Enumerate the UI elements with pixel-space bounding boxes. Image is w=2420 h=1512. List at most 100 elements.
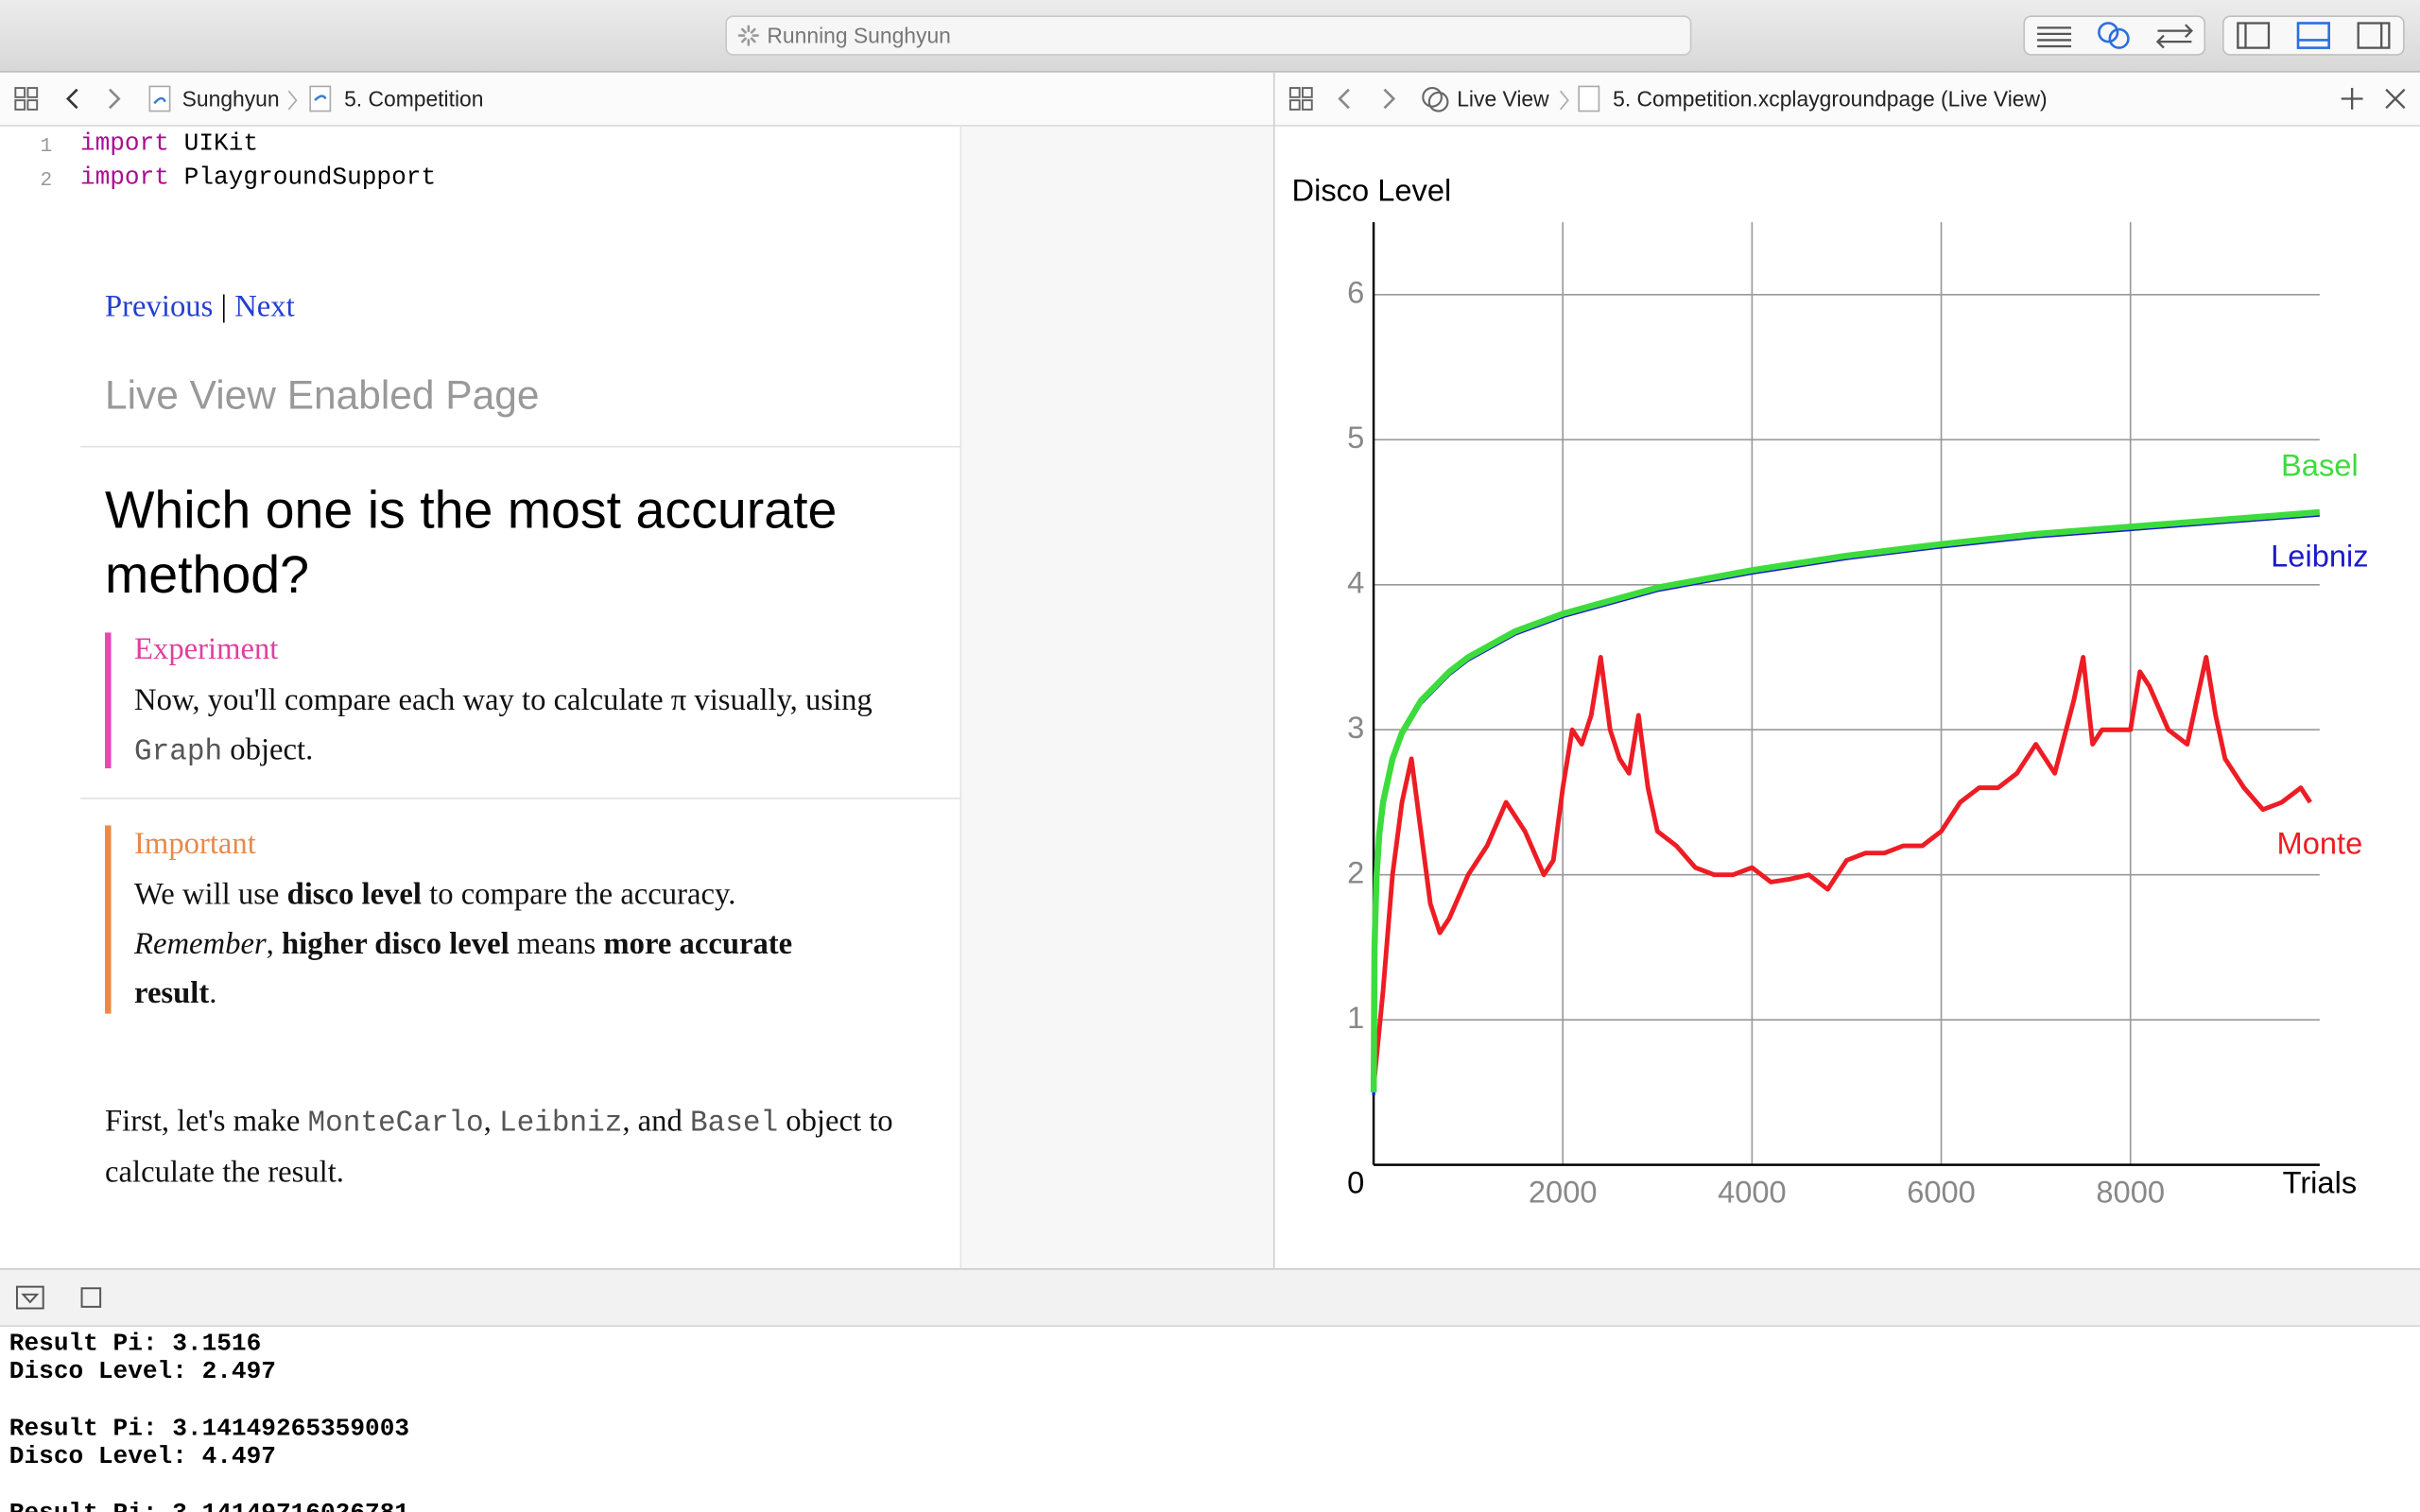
page-icon (309, 85, 332, 112)
output-line: Disco Level: 4.497 (9, 1442, 276, 1470)
jump-bar: Sunghyun 5. Competition Live View 5. Com… (0, 72, 2420, 127)
series-line (1370, 508, 2321, 1092)
breadcrumb-chevron (287, 90, 298, 111)
series-label: Basel (2281, 447, 2359, 482)
paragraph: First, let's make MonteCarlo, Leibniz, a… (105, 1097, 946, 1197)
text-run: disco level (286, 877, 422, 912)
page-nav: Previous | Next (105, 290, 295, 326)
series-label: Monte (2277, 825, 2363, 860)
text-run: MonteCarlo (307, 1106, 484, 1141)
breadcrumb-item[interactable]: Live View (1457, 86, 1549, 112)
output-line: Result Pi: 3.1516 (9, 1330, 262, 1358)
output-line: Result Pi: 3.14149716026781 (9, 1500, 2417, 1512)
live-view-icon (1422, 86, 1449, 112)
text-run: object. (222, 732, 314, 767)
keyword: import (79, 163, 169, 192)
swift-file-icon (148, 85, 171, 112)
next-link[interactable]: Next (234, 289, 295, 324)
output-line: Disco Level: 2.497 (9, 1357, 276, 1386)
text-run: means (509, 927, 604, 962)
text-run: Basel (690, 1106, 779, 1141)
x-tick-label: 8000 (2096, 1174, 2165, 1209)
chart: 0 1 2 3 4 5 6 2000 4000 6000 8000 Disco Level Trials… (1292, 173, 2369, 1210)
y-tick-label: 1 (1347, 1000, 1364, 1035)
text-run: Remember (134, 927, 267, 962)
series-line (1372, 513, 2321, 1095)
text-run: higher disco level (282, 927, 510, 962)
breadcrumb-item[interactable]: Sunghyun (182, 86, 280, 112)
heading: Which one is the most accurate method? (105, 481, 838, 605)
output-group: Result Pi: 3.14149716026781 (9, 1500, 2417, 1512)
text-run: Graph (134, 734, 223, 769)
breadcrumb-item[interactable]: 5. Competition (344, 86, 484, 112)
callout-label: Experiment (134, 632, 279, 667)
text-run: We will use (134, 877, 287, 912)
live-view: 0 1 2 3 4 5 6 2000 4000 6000 8000 Disco Level Trials… (1274, 126, 2420, 1269)
breadcrumb-item[interactable]: 5. Competition.xcplaygroundpage (Live Vi… (1613, 86, 2048, 112)
rule (79, 798, 960, 799)
nav-icons (1288, 87, 1396, 111)
text-run: object to calculate the result. (105, 1104, 893, 1190)
previous-link[interactable]: Previous (105, 289, 214, 324)
code-lines: 1 import UIKit 2 import PlaygroundSupport (0, 129, 960, 198)
rule (79, 445, 960, 448)
editor-mode-buttons[interactable] (2023, 15, 2206, 56)
pane-controls[interactable] (2340, 86, 2408, 111)
breadcrumb-chevron (1559, 90, 1569, 111)
callout-text: We will use disco level to compare the a… (134, 870, 875, 1019)
debug-bar (0, 1268, 2420, 1328)
line-number: 1 (40, 134, 53, 158)
text-run: . (209, 976, 217, 1011)
callout-bar (105, 632, 112, 769)
text-run: to compare the accuracy. (421, 877, 736, 912)
nav-icons (14, 87, 121, 111)
pane-divider (1272, 72, 1275, 1269)
panel-buttons[interactable] (2222, 15, 2405, 56)
text-run: First, let's make (105, 1104, 308, 1139)
console-output: Result Pi: 3.1516 Disco Level: 2.497 Resul… (9, 1330, 2417, 1512)
y-tick-label: 3 (1347, 710, 1364, 745)
x-tick-label: 6000 (1907, 1174, 1976, 1209)
callout-bar (105, 825, 112, 1014)
y-tick-label: 6 (1347, 274, 1364, 309)
results-sidebar (959, 126, 1275, 1269)
x-tick-label: 2000 (1529, 1174, 1598, 1209)
output-group: Result Pi: 3.14149265359003 Disco Level: … (9, 1415, 2417, 1470)
line-number: 2 (40, 167, 53, 192)
spinner (737, 25, 759, 46)
y-tick-label: 5 (1347, 420, 1364, 455)
code-text: import PlaygroundSupport (80, 163, 436, 191)
x-axis-label: Trials (2283, 1165, 2358, 1200)
code-line: 2 import PlaygroundSupport (0, 163, 960, 198)
output-line: Result Pi: 3.14149265359003 (9, 1415, 410, 1443)
code-line: 1 import UIKit (0, 129, 960, 163)
text-run: , (483, 1104, 500, 1139)
nav-separator: | (220, 289, 228, 324)
text-run: , (266, 927, 283, 962)
callout-label: Important (134, 827, 256, 862)
series-label: Leibniz (2271, 538, 2368, 573)
status-text: Running Sunghyun (767, 23, 951, 48)
series-line (1372, 655, 2312, 1078)
panel-icons (2237, 22, 2391, 49)
text-run: Leibniz (499, 1106, 623, 1141)
x-tick-label: 4000 (1718, 1174, 1787, 1209)
status-field: Running Sunghyun (725, 15, 1692, 56)
toolbar: Running Sunghyun (0, 0, 2420, 73)
text-run: more accurate result (134, 927, 793, 1011)
callout-text: Now, you'll compare each way to calculat… (134, 676, 906, 776)
origin-label: 0 (1347, 1165, 1364, 1200)
editor-mode-icons (2037, 22, 2193, 49)
y-tick-label: 4 (1347, 564, 1364, 599)
keyword: import (79, 129, 169, 158)
y-axis-label: Disco Level (1292, 173, 1452, 208)
page-icon (1578, 85, 1600, 112)
output-group: Result Pi: 3.1516 Disco Level: 2.497 (9, 1330, 2417, 1385)
text-run: , and (622, 1104, 690, 1139)
debug-controls[interactable] (15, 1285, 108, 1313)
source-editor: 1 import UIKit 2 import PlaygroundSupport P… (0, 126, 960, 1269)
code-text: import UIKit (80, 129, 258, 157)
identifier: UIKit (183, 129, 259, 158)
text-run: Now, you'll compare each way to calculat… (134, 683, 873, 718)
